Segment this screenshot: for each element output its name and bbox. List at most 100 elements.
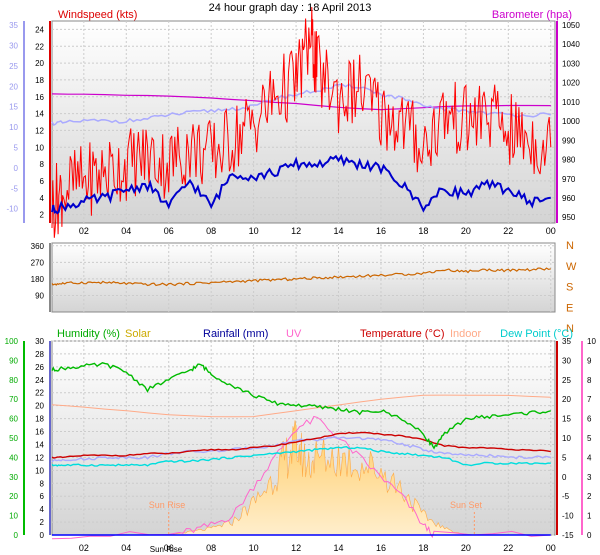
- x-tick-label: 02: [79, 226, 89, 236]
- sunset-label: Sun Set: [450, 500, 483, 510]
- y-tick-label: 35: [9, 21, 18, 30]
- uv-axis-title: UV: [286, 328, 302, 340]
- y-tick-label: 12: [35, 126, 44, 135]
- y-tick-label: 1010: [562, 98, 580, 107]
- y-tick-label: 20: [35, 59, 44, 68]
- wind-axis-ticks: 24681012141618202224-10-5051015202530359…: [6, 21, 580, 223]
- y-tick-label: 20: [9, 492, 18, 501]
- y-tick-label: 22: [35, 42, 44, 51]
- y-tick-label: 25: [562, 376, 571, 385]
- chart-title: 24 hour graph day : 18 April 2013: [209, 2, 372, 14]
- y-tick-label: -5: [11, 184, 19, 193]
- x-tick-label: 06: [164, 543, 174, 553]
- y-tick-label: 1: [587, 512, 592, 521]
- x-tick-label: 06: [164, 226, 174, 236]
- compass-label: E: [566, 302, 573, 314]
- compass-label: N: [566, 240, 574, 252]
- x-tick-label: 02: [79, 543, 89, 553]
- y-tick-label: 1000: [562, 117, 580, 126]
- x-tick-label: 20: [461, 226, 471, 236]
- y-tick-label: 4: [40, 194, 45, 203]
- y-tick-label: 15: [9, 103, 18, 112]
- direction-grid: [52, 243, 555, 312]
- y-tick-label: 5: [562, 453, 567, 462]
- y-tick-label: 40: [9, 453, 18, 462]
- y-tick-label: 18: [35, 76, 44, 85]
- y-tick-label: 26: [35, 363, 44, 372]
- x-tick-label: 18: [418, 543, 428, 553]
- solar-legend-label: Solar: [125, 328, 151, 340]
- y-tick-label: 30: [9, 473, 18, 482]
- y-tick-label: 30: [562, 356, 571, 365]
- y-tick-label: 60: [9, 415, 18, 424]
- x-tick-label: 00: [546, 226, 556, 236]
- wind-series: [51, 6, 552, 238]
- y-tick-label: 28: [35, 350, 44, 359]
- x-tick-label: 16: [376, 226, 386, 236]
- x-tick-label: 10: [249, 543, 259, 553]
- compass-label: S: [566, 282, 573, 294]
- y-tick-label: 2: [587, 492, 592, 501]
- humidity-line: [51, 362, 551, 450]
- wind-barometer-panel: 02 04 06 08 10 12 14 16 18 20 22 00 246810121416182…: [6, 6, 580, 238]
- y-tick-label: 6: [587, 415, 592, 424]
- y-tick-label: 180: [31, 275, 45, 284]
- y-tick-label: 90: [9, 356, 18, 365]
- rainfall-axis-title: Rainfall (mm): [203, 328, 268, 340]
- y-tick-label: 5: [587, 434, 592, 443]
- y-tick-label: 5: [14, 144, 19, 153]
- y-tick-label: 10: [9, 123, 18, 132]
- y-tick-label: 0: [14, 531, 19, 540]
- sunrise-time-label: Sun Rise: [150, 545, 183, 554]
- wind-average-line: [51, 153, 551, 215]
- y-tick-label: 0: [587, 531, 592, 540]
- y-tick-label: 8: [587, 376, 592, 385]
- temperature-line: [51, 431, 551, 459]
- sunrise-label: Sun Rise: [149, 500, 186, 510]
- y-tick-label: 3: [587, 473, 592, 482]
- y-tick-label: 20: [9, 82, 18, 91]
- y-tick-label: 10: [35, 466, 44, 475]
- y-tick-label: 20: [562, 395, 571, 404]
- y-tick-label: 14: [35, 110, 44, 119]
- x-tick-label: 22: [503, 226, 513, 236]
- y-tick-label: 16: [35, 93, 44, 102]
- y-tick-label: 8: [40, 160, 45, 169]
- x-tick-label: 20: [461, 543, 471, 553]
- y-tick-label: 0: [14, 164, 19, 173]
- y-tick-label: 70: [9, 395, 18, 404]
- y-tick-label: 25: [9, 62, 18, 71]
- y-tick-label: -15: [562, 531, 574, 540]
- x-tick-label: 04: [121, 226, 131, 236]
- barometer-axis-title: Barometer (hpa): [492, 9, 572, 21]
- y-tick-label: 1050: [562, 21, 580, 30]
- x-tick-label: 18: [418, 226, 428, 236]
- x-tick-label: 08: [206, 226, 216, 236]
- y-tick-label: 30: [35, 337, 44, 346]
- y-tick-label: 970: [562, 175, 576, 184]
- y-tick-label: 15: [562, 415, 571, 424]
- y-tick-label: 360: [31, 242, 45, 251]
- x-tick-label: 14: [334, 543, 344, 553]
- feels-like-line: [51, 436, 551, 463]
- y-tick-label: 14: [35, 440, 44, 449]
- y-tick-label: -5: [562, 492, 570, 501]
- y-tick-label: -10: [6, 205, 18, 214]
- x-tick-label: 08: [206, 543, 216, 553]
- compass-label: W: [566, 261, 577, 273]
- y-tick-label: 35: [562, 337, 571, 346]
- y-tick-label: 12: [35, 453, 44, 462]
- y-tick-label: -10: [562, 512, 574, 521]
- y-tick-label: 18: [35, 415, 44, 424]
- x-tick-label: 00: [546, 543, 556, 553]
- x-tick-label: 10: [249, 226, 259, 236]
- y-tick-label: 980: [562, 156, 576, 165]
- y-tick-label: 24: [35, 376, 44, 385]
- windspeed-axis-title: Windspeed (kts): [58, 9, 137, 21]
- y-tick-label: 16: [35, 428, 44, 437]
- y-tick-label: 20: [35, 402, 44, 411]
- y-tick-label: 960: [562, 194, 576, 203]
